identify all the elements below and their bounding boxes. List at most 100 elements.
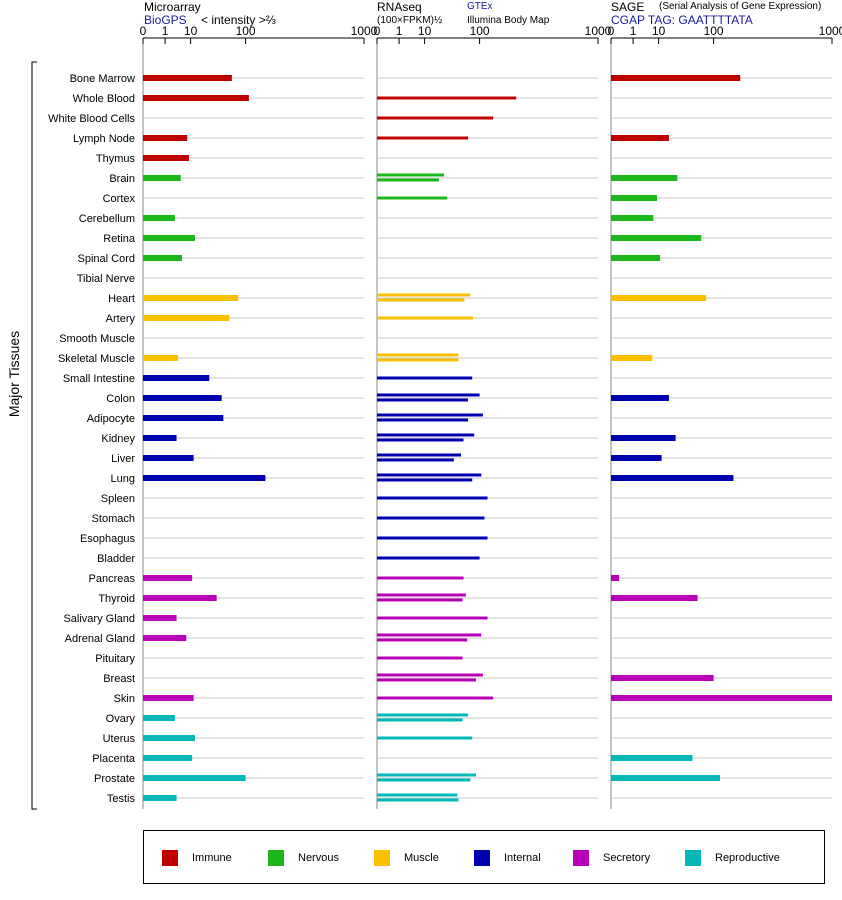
microarray-tick-label: 100 <box>236 24 256 38</box>
rnaseq-bar <box>377 458 454 462</box>
tissue-label: Tibial Nerve <box>77 273 135 285</box>
rnaseq-tick-label: 10 <box>418 24 432 38</box>
tissue-label: Smooth Muscle <box>59 333 135 345</box>
legend: Immune Nervous Muscle Internal Secretory… <box>143 830 825 884</box>
rnaseq-bar <box>377 453 462 457</box>
microarray-bar <box>143 775 246 781</box>
sage-bar <box>611 135 669 141</box>
sage-bar <box>611 475 734 481</box>
microarray-bar <box>143 635 187 641</box>
rnaseq-bar <box>377 298 465 302</box>
tissue-label: Spinal Cord <box>78 253 135 265</box>
rnaseq-tick-label: 1000 <box>585 24 612 38</box>
tissue-label: Placenta <box>92 753 136 765</box>
tissue-label: Thyroid <box>98 593 135 605</box>
legend-swatch <box>573 850 589 866</box>
microarray-bar <box>143 415 224 421</box>
sage-tick-label: 1 <box>630 24 637 38</box>
tissue-label: Liver <box>111 453 135 465</box>
legend-label: Reproductive <box>715 852 780 864</box>
tissue-label: Cortex <box>103 193 136 205</box>
tissue-label: Skin <box>114 693 135 705</box>
legend-label: Nervous <box>298 852 339 864</box>
sage-tag[interactable]: CGAP TAG: GAATTTTATA <box>611 13 753 27</box>
sage-bar <box>611 775 721 781</box>
rnaseq-bar <box>377 393 480 397</box>
microarray-bar <box>143 595 217 601</box>
microarray-source[interactable]: BioGPS <box>144 13 187 27</box>
microarray-bar <box>143 315 230 321</box>
tissue-label: Prostate <box>94 773 135 785</box>
sage-bar <box>611 595 698 601</box>
rnaseq-bar <box>377 713 469 717</box>
tissue-label: Uterus <box>103 733 136 745</box>
rnaseq-source-illumina: Illumina Body Map <box>467 15 550 26</box>
rnaseq-bar <box>377 598 463 602</box>
rnaseq-bar <box>377 293 471 297</box>
rnaseq-bar <box>377 96 517 100</box>
legend-label: Muscle <box>404 852 439 864</box>
microarray-bar <box>143 715 175 721</box>
microarray-bar <box>143 455 194 461</box>
microarray-tick-label: 0 <box>140 24 147 38</box>
sage-bar <box>611 215 654 221</box>
sage-bar <box>611 675 714 681</box>
rnaseq-bar <box>377 656 463 660</box>
sage-tick-label: 1000 <box>819 24 842 38</box>
microarray-bar <box>143 475 266 481</box>
microarray-bar <box>143 235 195 241</box>
rnaseq-bar <box>377 616 488 620</box>
rnaseq-bar <box>377 196 448 200</box>
legend-swatch <box>374 850 390 866</box>
y-axis-label: Major Tissues <box>6 331 22 417</box>
rnaseq-bar <box>377 633 482 637</box>
microarray-bar <box>143 175 181 181</box>
tissue-label: Thymus <box>96 153 136 165</box>
sage-bar <box>611 695 832 701</box>
sage-bar <box>611 255 661 261</box>
rnaseq-bar <box>377 413 483 417</box>
rnaseq-title: RNAseq <box>377 0 422 14</box>
rnaseq-bar <box>377 376 473 380</box>
microarray-bar <box>143 615 177 621</box>
rnaseq-bar <box>377 496 488 500</box>
tissue-label: Whole Blood <box>73 93 135 105</box>
sage-tick-label: 10 <box>652 24 666 38</box>
tissue-label: Heart <box>108 293 135 305</box>
tissue-label: Brain <box>109 173 135 185</box>
sage-bar <box>611 455 662 461</box>
tissue-label: Lung <box>111 473 135 485</box>
rnaseq-bar <box>377 418 469 422</box>
rnaseq-bar <box>377 576 464 580</box>
rnaseq-source-gtex[interactable]: GTEx <box>467 1 493 12</box>
legend-swatch <box>685 850 701 866</box>
rnaseq-bar <box>377 556 480 560</box>
sage-title: SAGE <box>611 0 645 14</box>
sage-bar <box>611 435 676 441</box>
sage-bar <box>611 295 707 301</box>
microarray-bar <box>143 695 194 701</box>
rnaseq-bar <box>377 316 474 320</box>
rnaseq-bar <box>377 673 483 677</box>
sage-bar <box>611 195 657 201</box>
rnaseq-bar <box>377 516 485 520</box>
microarray-bar <box>143 75 232 81</box>
tissue-label: Ovary <box>106 713 136 725</box>
rnaseq-bar <box>377 536 488 540</box>
rnaseq-bar <box>377 593 466 597</box>
rnaseq-bar <box>377 778 471 782</box>
tissue-label: Colon <box>106 393 135 405</box>
microarray-bar <box>143 355 179 361</box>
tissue-label: White Blood Cells <box>48 113 135 125</box>
rnaseq-bar <box>377 116 494 120</box>
sage-tick-label: 0 <box>608 24 615 38</box>
tissue-label: Bladder <box>97 553 135 565</box>
microarray-unit: < intensity >⅔ <box>201 13 276 27</box>
sage-bar <box>611 395 669 401</box>
legend-label: Internal <box>504 852 541 864</box>
sage-bar <box>611 175 678 181</box>
microarray-title: Microarray <box>144 0 201 14</box>
sage-subtitle: (Serial Analysis of Gene Expression) <box>659 1 822 12</box>
microarray-bar <box>143 95 249 101</box>
